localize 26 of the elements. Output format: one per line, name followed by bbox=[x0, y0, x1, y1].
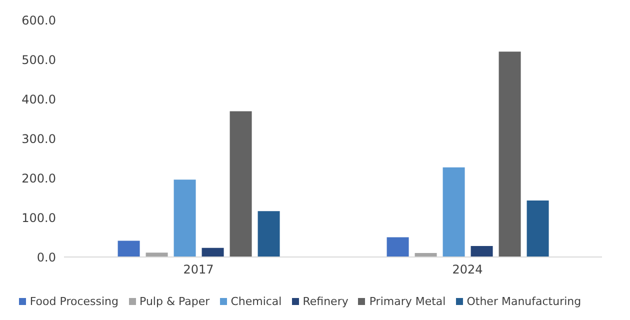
y-tick-label: 0.0 bbox=[36, 250, 56, 264]
y-tick-label: 500.0 bbox=[22, 52, 56, 67]
bar bbox=[202, 248, 224, 257]
y-tick-label: 400.0 bbox=[22, 92, 56, 106]
legend-label: Refinery bbox=[302, 295, 348, 308]
x-tick-label: 2024 bbox=[452, 262, 483, 277]
x-tick-label: 2017 bbox=[183, 262, 214, 277]
bar bbox=[386, 237, 409, 257]
bar bbox=[498, 52, 521, 257]
bar bbox=[174, 180, 196, 257]
bar bbox=[118, 240, 140, 257]
bar bbox=[526, 200, 549, 257]
bar bbox=[442, 167, 465, 257]
legend-label: Pulp & Paper bbox=[140, 295, 210, 308]
bar bbox=[470, 246, 493, 257]
legend-label: Other Manufacturing bbox=[466, 295, 582, 308]
legend-label: Primary Metal bbox=[369, 295, 446, 308]
y-tick-label: 200.0 bbox=[22, 171, 56, 186]
bar bbox=[146, 252, 168, 257]
y-tick-label: 600.0 bbox=[22, 13, 56, 28]
y-tick-label: 100.0 bbox=[22, 210, 56, 225]
legend-label: Chemical bbox=[230, 295, 282, 308]
bar bbox=[230, 111, 252, 257]
bar bbox=[258, 211, 280, 257]
y-tick-label: 300.0 bbox=[22, 132, 56, 146]
legend-label: Food Processing bbox=[30, 295, 118, 308]
